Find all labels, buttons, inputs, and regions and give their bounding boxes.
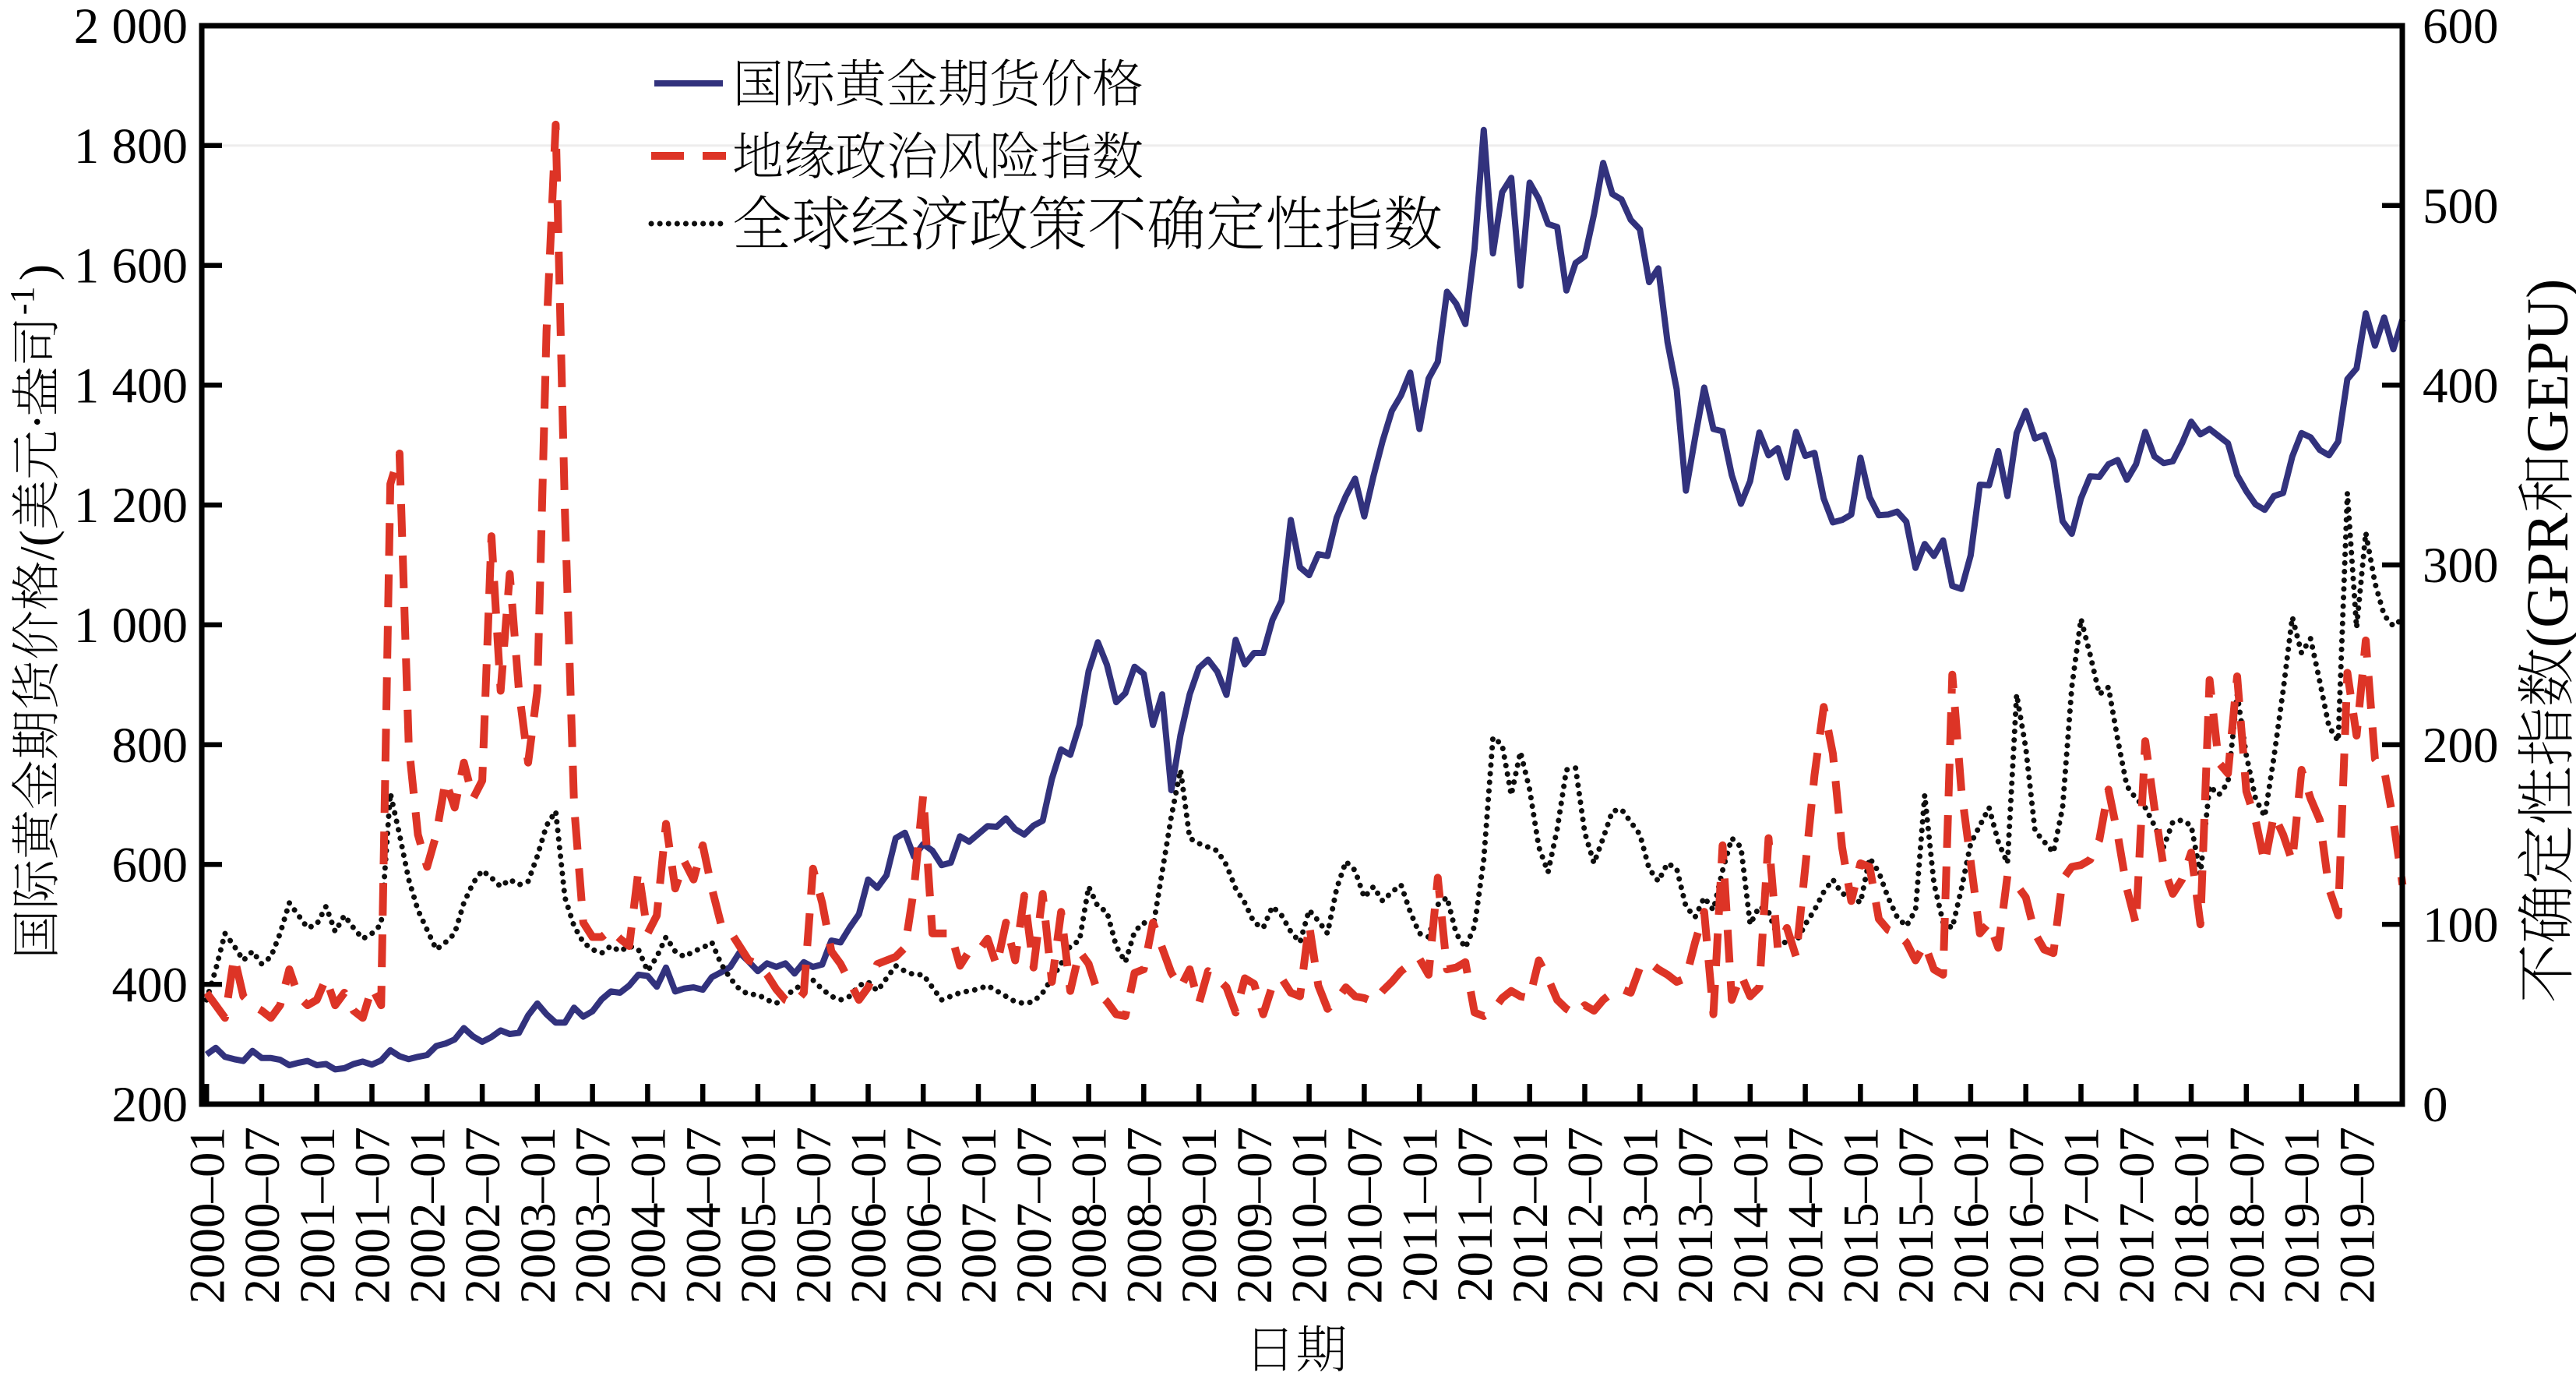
svg-text:2000–01: 2000–01	[179, 1127, 235, 1304]
svg-text:800: 800	[112, 718, 189, 774]
svg-text:2015–07: 2015–07	[1888, 1127, 1944, 1304]
svg-text:2 000: 2 000	[74, 0, 188, 55]
svg-text:600: 600	[112, 838, 189, 894]
svg-text:2018–07: 2018–07	[2219, 1127, 2275, 1304]
svg-text:2001–01: 2001–01	[290, 1127, 346, 1304]
svg-text:2002–07: 2002–07	[455, 1127, 511, 1304]
svg-text:2005–07: 2005–07	[786, 1127, 842, 1304]
svg-text:0: 0	[2423, 1077, 2448, 1133]
svg-text:2004–01: 2004–01	[621, 1127, 677, 1304]
svg-text:400: 400	[2423, 358, 2499, 414]
svg-text:2008–07: 2008–07	[1116, 1127, 1172, 1304]
svg-text:GEPU): GEPU)	[2515, 279, 2576, 454]
svg-text:2013–01: 2013–01	[1612, 1127, 1669, 1304]
svg-text:500: 500	[2423, 178, 2499, 235]
svg-text:2009–07: 2009–07	[1227, 1127, 1283, 1304]
svg-text:2011–07: 2011–07	[1447, 1127, 1503, 1302]
svg-text:2008–01: 2008–01	[1062, 1127, 1118, 1304]
svg-text:2013–07: 2013–07	[1668, 1127, 1724, 1304]
svg-text:2012–01: 2012–01	[1503, 1127, 1559, 1304]
svg-text:2015–01: 2015–01	[1834, 1127, 1890, 1304]
svg-text:300: 300	[2423, 538, 2499, 594]
svg-text:2019–01: 2019–01	[2275, 1127, 2331, 1304]
svg-text:2010–01: 2010–01	[1282, 1127, 1338, 1304]
svg-text:1 800: 1 800	[74, 118, 188, 175]
svg-text:2000–07: 2000–07	[234, 1127, 291, 1304]
svg-text:2017–07: 2017–07	[2109, 1127, 2165, 1304]
svg-text:200: 200	[2423, 718, 2499, 774]
svg-text:1 200: 1 200	[74, 478, 188, 534]
svg-text:2014–01: 2014–01	[1723, 1127, 1779, 1304]
svg-text:100: 100	[2423, 897, 2499, 953]
svg-text:2007–07: 2007–07	[1006, 1127, 1062, 1304]
svg-text:-1: -1	[3, 287, 41, 316]
svg-text:400: 400	[112, 957, 189, 1013]
svg-text:2019–07: 2019–07	[2329, 1127, 2385, 1304]
svg-text:2018–01: 2018–01	[2164, 1127, 2220, 1304]
svg-text:200: 200	[112, 1077, 189, 1133]
svg-text:1 000: 1 000	[74, 598, 188, 654]
svg-text:2001–07: 2001–07	[345, 1127, 401, 1304]
svg-text:2012–07: 2012–07	[1558, 1127, 1614, 1304]
svg-text:2007–01: 2007–01	[951, 1127, 1007, 1304]
svg-text:2010–07: 2010–07	[1337, 1127, 1394, 1304]
svg-text:2011–01: 2011–01	[1392, 1127, 1448, 1302]
svg-text:1 600: 1 600	[74, 238, 188, 295]
svg-text:2003–01: 2003–01	[510, 1127, 566, 1304]
svg-text:2016–01: 2016–01	[1943, 1127, 2000, 1304]
svg-text:2016–07: 2016–07	[1999, 1127, 2055, 1304]
svg-text:): )	[9, 264, 65, 281]
svg-text:2006–07: 2006–07	[896, 1127, 952, 1304]
svg-text:2002–01: 2002–01	[400, 1127, 456, 1304]
svg-text:600: 600	[2423, 0, 2499, 55]
svg-text:(GPR: (GPR	[2515, 513, 2576, 648]
svg-text:1 400: 1 400	[74, 358, 188, 414]
svg-text:·: ·	[9, 414, 65, 430]
svg-text:2005–01: 2005–01	[731, 1127, 787, 1304]
svg-text:2017–01: 2017–01	[2054, 1127, 2110, 1304]
svg-text:2006–01: 2006–01	[841, 1127, 897, 1304]
svg-text:2003–07: 2003–07	[566, 1127, 622, 1304]
svg-text:2009–01: 2009–01	[1172, 1127, 1228, 1304]
svg-text:2004–07: 2004–07	[675, 1127, 731, 1304]
svg-text:2014–07: 2014–07	[1778, 1127, 1834, 1304]
svg-text:/(: /(	[9, 530, 65, 560]
